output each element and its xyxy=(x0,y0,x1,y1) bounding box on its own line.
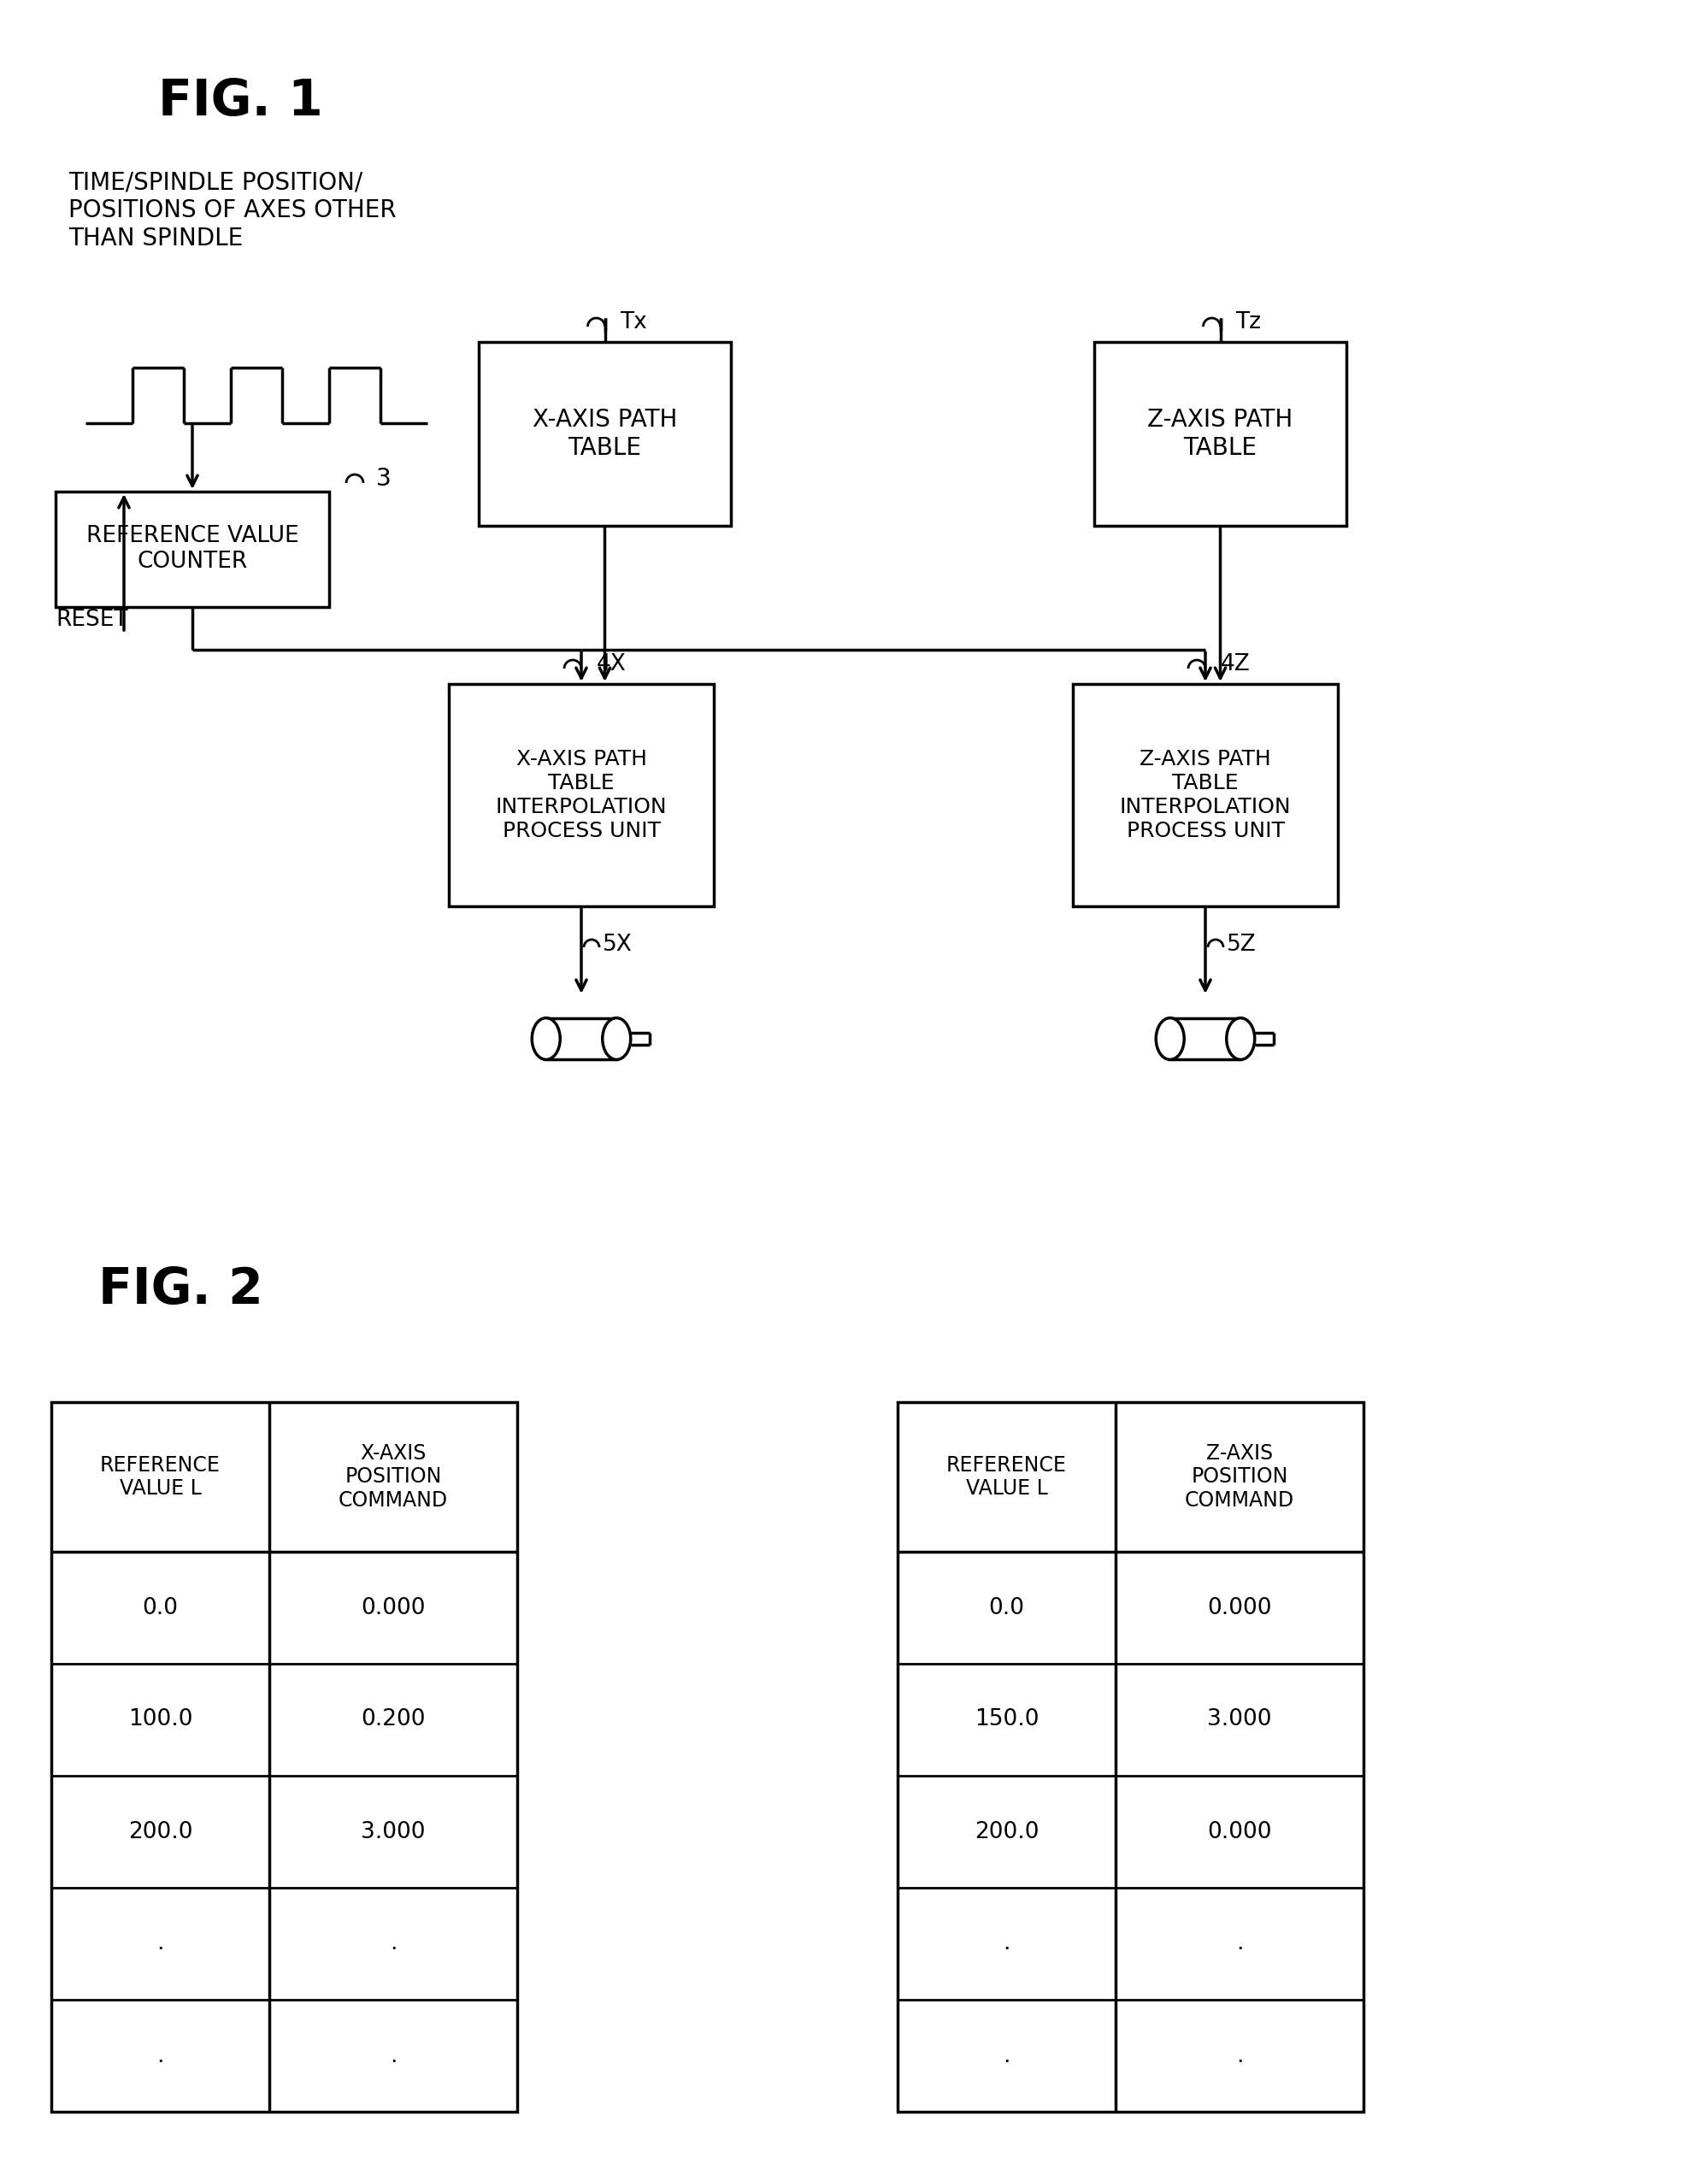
Text: 150.0: 150.0 xyxy=(974,1708,1038,1732)
Text: REFERENCE VALUE
COUNTER: REFERENCE VALUE COUNTER xyxy=(85,526,299,574)
Text: 4X: 4X xyxy=(596,652,627,676)
Bar xyxy=(449,685,714,907)
Ellipse shape xyxy=(603,1019,630,1060)
Text: X-AXIS PATH
TABLE
INTERPOLATION
PROCESS UNIT: X-AXIS PATH TABLE INTERPOLATION PROCESS … xyxy=(495,750,668,842)
Text: 5Z: 5Z xyxy=(1226,933,1257,955)
Text: 100.0: 100.0 xyxy=(128,1708,193,1732)
Bar xyxy=(56,491,330,606)
Bar xyxy=(51,1402,518,2111)
Text: 200.0: 200.0 xyxy=(128,1821,193,1843)
Text: RESET: RESET xyxy=(56,608,128,630)
Text: .: . xyxy=(157,2044,164,2068)
Text: FIG. 2: FIG. 2 xyxy=(99,1265,263,1315)
Text: 200.0: 200.0 xyxy=(974,1821,1038,1843)
Text: .: . xyxy=(1237,1932,1243,1954)
Bar xyxy=(1170,1019,1240,1060)
Text: Z-AXIS PATH
TABLE
INTERPOLATION
PROCESS UNIT: Z-AXIS PATH TABLE INTERPOLATION PROCESS … xyxy=(1119,750,1291,842)
Text: X-AXIS
POSITION
COMMAND: X-AXIS POSITION COMMAND xyxy=(338,1444,447,1511)
Text: REFERENCE
VALUE L: REFERENCE VALUE L xyxy=(946,1455,1068,1498)
Text: 5X: 5X xyxy=(603,933,632,955)
Text: 0.000: 0.000 xyxy=(360,1596,425,1618)
Bar xyxy=(1073,685,1337,907)
Bar xyxy=(547,1019,617,1060)
Text: .: . xyxy=(157,1932,164,1954)
Text: 0.000: 0.000 xyxy=(1208,1821,1272,1843)
Text: 0.0: 0.0 xyxy=(142,1596,178,1618)
Text: .: . xyxy=(1237,2044,1243,2068)
Text: 3.000: 3.000 xyxy=(1208,1708,1272,1732)
Text: 3.000: 3.000 xyxy=(360,1821,425,1843)
Text: 0.000: 0.000 xyxy=(1208,1596,1272,1618)
Ellipse shape xyxy=(531,1019,560,1060)
Text: Tx: Tx xyxy=(620,312,647,334)
Text: .: . xyxy=(389,1932,396,1954)
Text: 3: 3 xyxy=(376,467,391,491)
Text: 4Z: 4Z xyxy=(1221,652,1250,676)
Text: X-AXIS PATH
TABLE: X-AXIS PATH TABLE xyxy=(533,408,676,460)
Text: FIG. 1: FIG. 1 xyxy=(159,76,323,126)
Text: Tz: Tz xyxy=(1235,312,1261,334)
Ellipse shape xyxy=(1156,1019,1184,1060)
Text: REFERENCE
VALUE L: REFERENCE VALUE L xyxy=(101,1455,220,1498)
Text: .: . xyxy=(1003,1932,1009,1954)
Bar xyxy=(478,342,731,526)
Ellipse shape xyxy=(1226,1019,1255,1060)
Text: .: . xyxy=(389,2044,396,2068)
Text: .: . xyxy=(1003,2044,1009,2068)
Text: 0.0: 0.0 xyxy=(989,1596,1025,1618)
Bar xyxy=(898,1402,1363,2111)
Text: TIME/SPINDLE POSITION/
POSITIONS OF AXES OTHER
THAN SPINDLE: TIME/SPINDLE POSITION/ POSITIONS OF AXES… xyxy=(68,170,396,251)
Bar xyxy=(1095,342,1346,526)
Text: Z-AXIS PATH
TABLE: Z-AXIS PATH TABLE xyxy=(1148,408,1293,460)
Text: Z-AXIS
POSITION
COMMAND: Z-AXIS POSITION COMMAND xyxy=(1185,1444,1295,1511)
Text: 0.200: 0.200 xyxy=(360,1708,425,1732)
